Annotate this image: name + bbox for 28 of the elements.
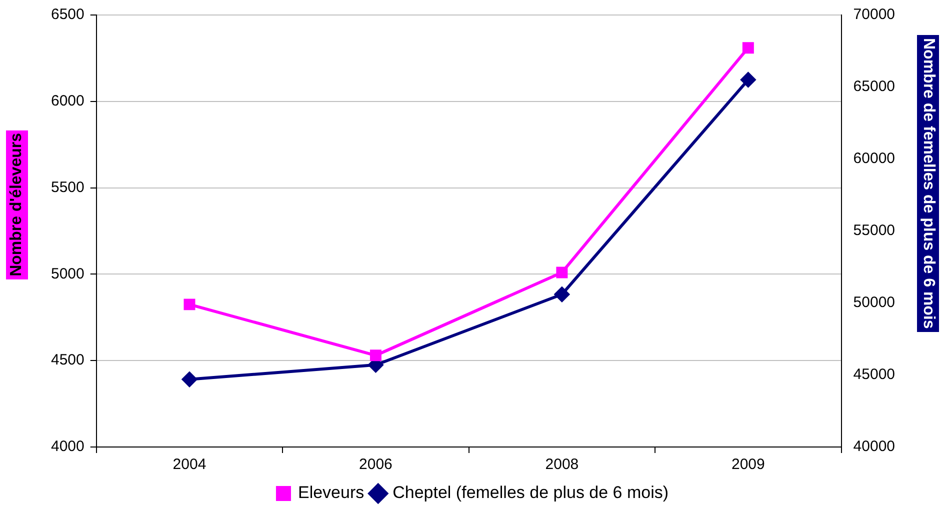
x-tick-label: 2004 (172, 456, 206, 474)
legend-label: Cheptel (femelles de plus de 6 mois) (392, 483, 669, 502)
y-tick-label: 4000 (50, 438, 84, 456)
y2-tick-label: 65000 (853, 78, 896, 96)
y2-tick-label: 70000 (853, 6, 896, 24)
point (182, 372, 197, 387)
point (184, 298, 196, 310)
y2-tick-label: 55000 (853, 222, 896, 240)
point (370, 350, 382, 362)
legend-label: Eleveurs (298, 483, 364, 502)
x-tick-label: 2009 (731, 456, 765, 474)
y-tick-label: 4500 (50, 352, 84, 369)
y-axis-title: Nombre d'éleveurs (6, 130, 28, 280)
point (556, 266, 568, 278)
y2-tick-label: 40000 (853, 438, 896, 456)
y2-tick-label: 60000 (853, 150, 896, 168)
y2-tick-label: 50000 (853, 294, 896, 312)
y-tick-label: 5500 (50, 178, 84, 196)
x-tick-label: 2006 (359, 456, 392, 474)
y-tick-label: 6500 (50, 6, 84, 24)
y2-tick-label: 45000 (853, 366, 896, 384)
point (742, 42, 754, 54)
point (554, 286, 570, 302)
y-tick-label: 5000 (50, 265, 84, 282)
y-tick-label: 6000 (50, 92, 84, 110)
point (740, 72, 756, 88)
x-tick-label: 2008 (545, 456, 579, 474)
y2-axis-title: Nombre de femelles de plus de 6 mois (917, 35, 939, 332)
